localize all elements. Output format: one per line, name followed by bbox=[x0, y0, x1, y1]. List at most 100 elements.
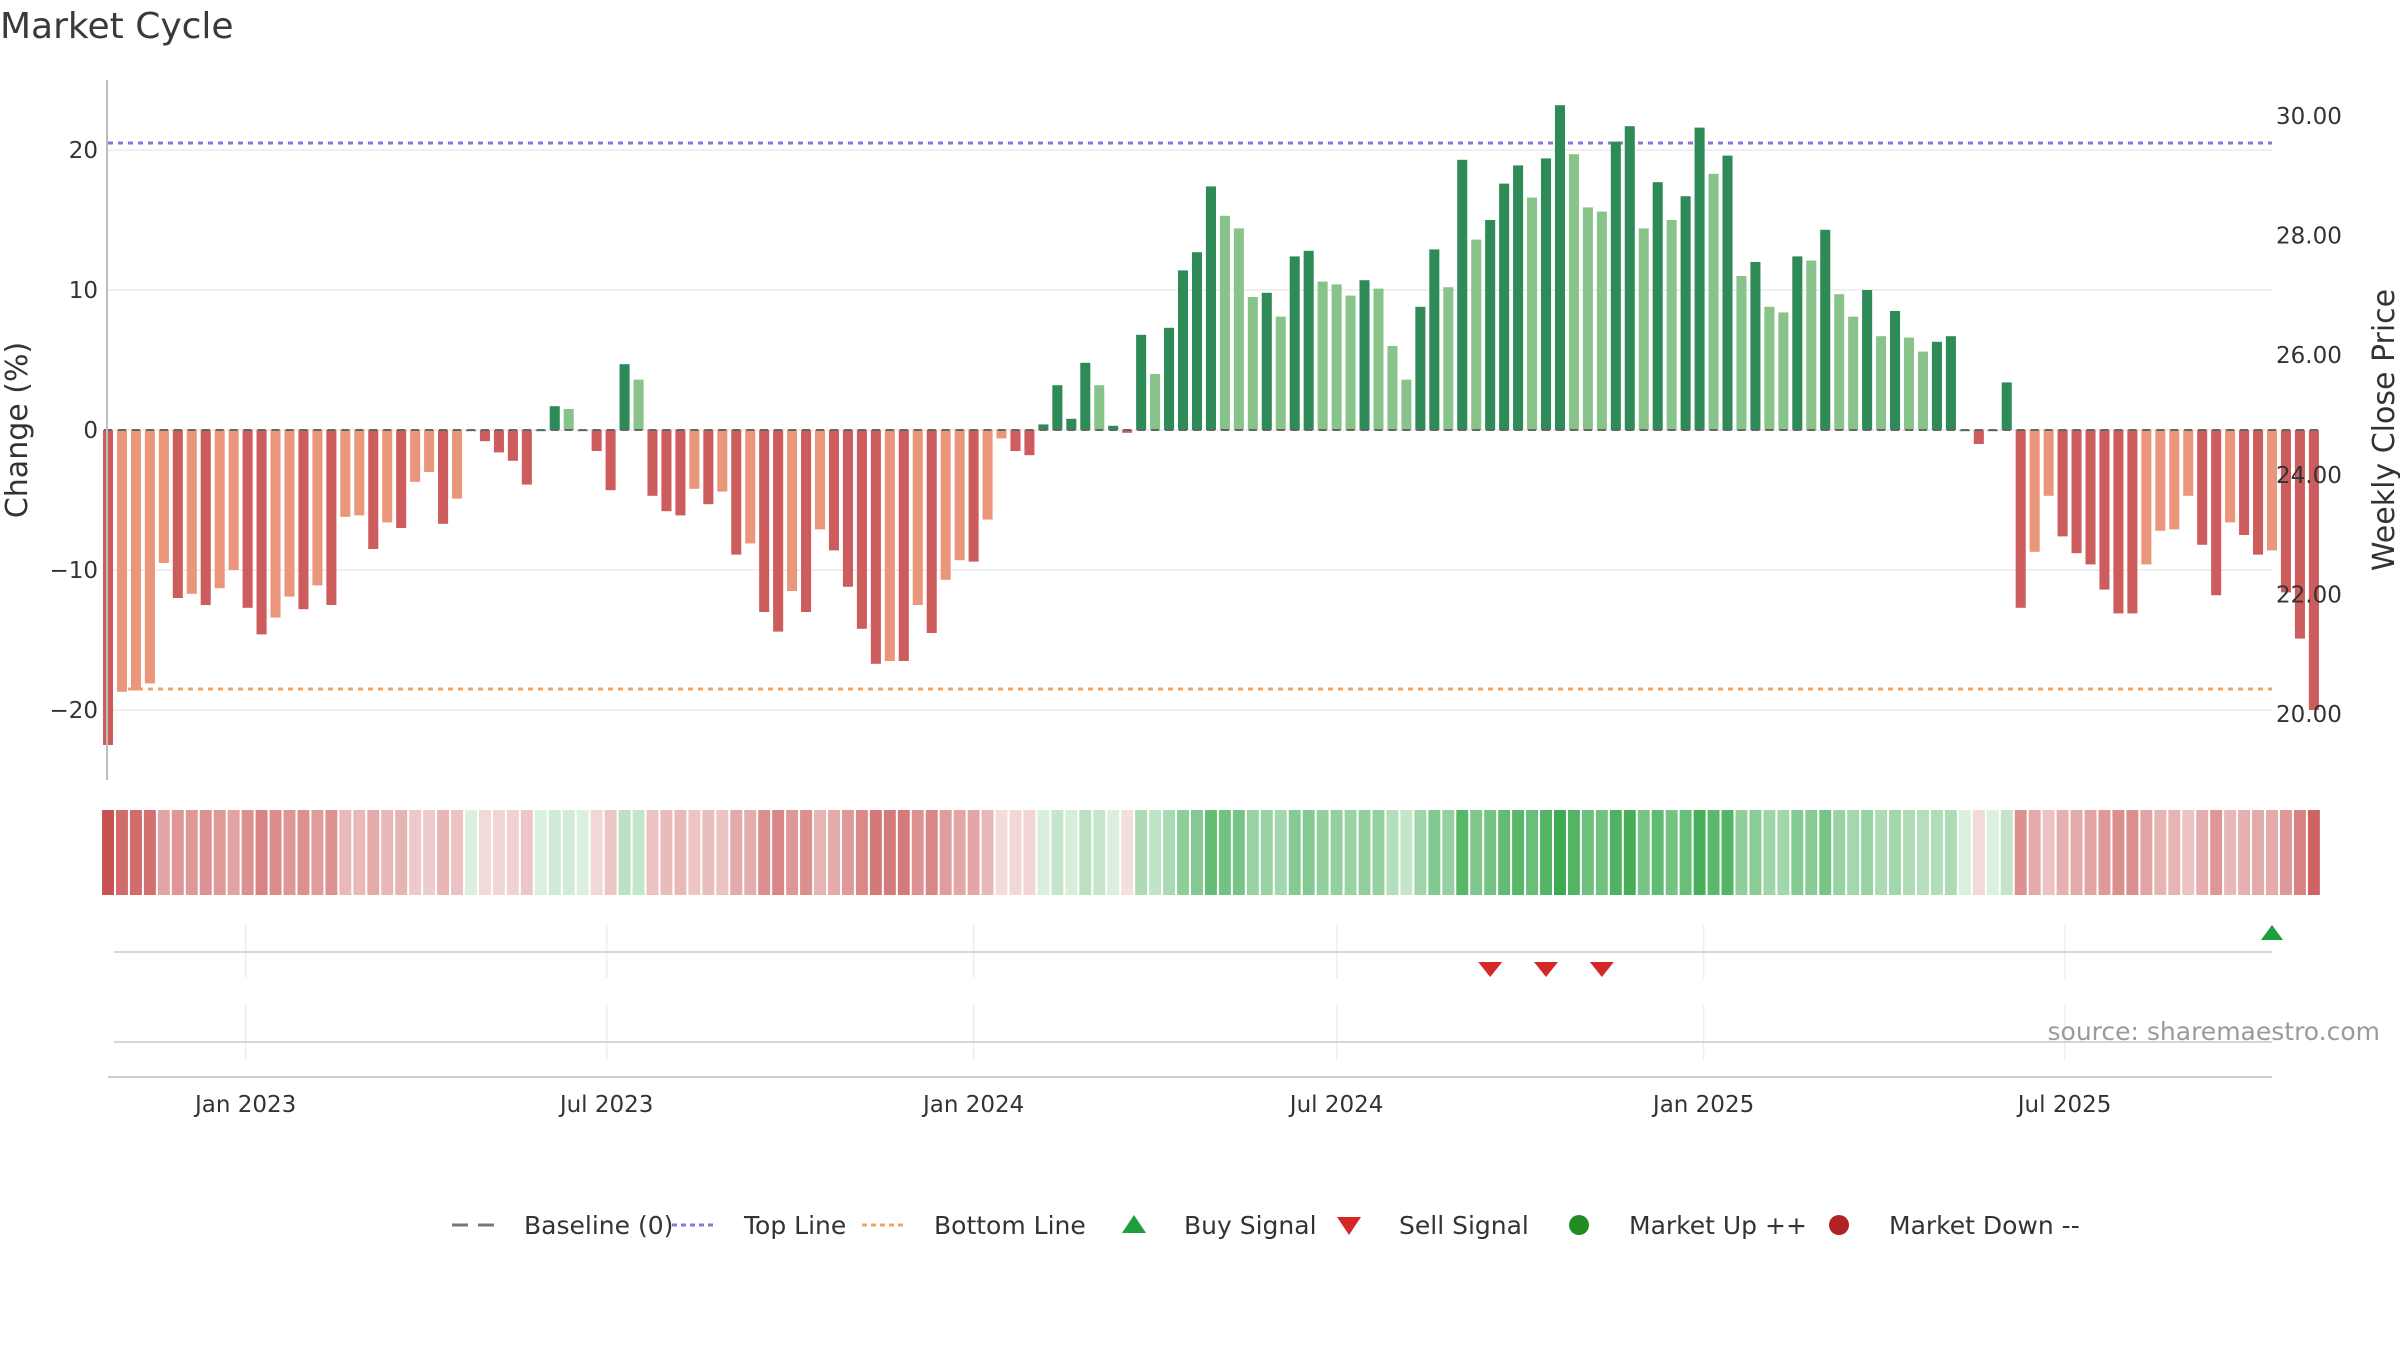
change-bar bbox=[256, 430, 267, 635]
change-bar bbox=[1806, 260, 1817, 430]
change-bar bbox=[1080, 362, 1091, 430]
heat-cell bbox=[981, 810, 994, 895]
change-bar bbox=[1429, 249, 1440, 430]
change-bar bbox=[1164, 327, 1175, 430]
change-bar bbox=[2155, 430, 2166, 531]
change-bar bbox=[354, 430, 365, 516]
change-bar bbox=[2113, 430, 2124, 614]
change-bar bbox=[270, 430, 281, 618]
change-bar bbox=[2197, 430, 2208, 545]
heat-cell bbox=[604, 810, 617, 895]
change-bar bbox=[647, 430, 658, 496]
cycle-heat-strip bbox=[102, 810, 2320, 895]
heat-cell bbox=[506, 810, 519, 895]
change-bar bbox=[884, 430, 895, 661]
y-tick-label: 10 bbox=[69, 278, 98, 304]
heat-cell bbox=[227, 810, 240, 895]
change-bar bbox=[1108, 425, 1119, 430]
legend-item: Sell Signal bbox=[1337, 1211, 1529, 1240]
heat-cell bbox=[1861, 810, 1874, 895]
heat-cell bbox=[897, 810, 910, 895]
heat-cell bbox=[2000, 810, 2013, 895]
heat-cell bbox=[1232, 810, 1245, 895]
change-bar bbox=[2141, 430, 2152, 565]
legend-item: Top Line bbox=[672, 1211, 846, 1240]
heat-cell bbox=[2112, 810, 2125, 895]
change-bar bbox=[2211, 430, 2222, 596]
change-bar bbox=[898, 430, 909, 661]
change-bar bbox=[996, 430, 1007, 439]
heat-cell bbox=[1581, 810, 1594, 895]
heat-cell bbox=[1805, 810, 1818, 895]
heat-cell bbox=[1944, 810, 1957, 895]
change-bar bbox=[1736, 276, 1747, 430]
change-bar bbox=[870, 430, 881, 664]
x-tick-label: Jan 2025 bbox=[1651, 1092, 1754, 1118]
heat-cell bbox=[297, 810, 310, 895]
y-tick-label: 0 bbox=[83, 418, 98, 444]
change-bar bbox=[1638, 228, 1649, 430]
heat-cell bbox=[1177, 810, 1189, 895]
heat-cell bbox=[2126, 810, 2139, 895]
heat-cell bbox=[185, 810, 198, 895]
change-bar bbox=[158, 430, 169, 563]
sell-signal-marker bbox=[1589, 962, 1614, 977]
heat-cell bbox=[1707, 810, 1720, 895]
heat-cell bbox=[311, 810, 324, 895]
heat-cell bbox=[562, 810, 575, 895]
heat-cell bbox=[339, 810, 352, 895]
change-bar bbox=[1359, 280, 1370, 430]
change-bar bbox=[745, 430, 756, 544]
y2-tick-label: 28.00 bbox=[2276, 224, 2342, 250]
heat-cell bbox=[115, 810, 128, 895]
heat-cell bbox=[1316, 810, 1329, 895]
legend-label: Buy Signal bbox=[1184, 1211, 1317, 1240]
legend-swatch bbox=[1337, 1217, 1361, 1235]
change-bar bbox=[1666, 220, 1677, 430]
change-bar bbox=[228, 430, 239, 570]
heat-cell bbox=[1498, 810, 1511, 895]
y2-tick-label: 20.00 bbox=[2276, 702, 2342, 728]
change-bar bbox=[1401, 379, 1412, 430]
change-bar bbox=[1261, 292, 1272, 430]
heat-cell bbox=[1302, 810, 1315, 895]
heat-cell bbox=[632, 810, 645, 895]
legend-label: Bottom Line bbox=[934, 1211, 1086, 1240]
legend-swatch bbox=[1569, 1215, 1589, 1235]
heat-cell bbox=[1958, 810, 1971, 895]
heat-cell bbox=[967, 810, 980, 895]
change-bar bbox=[912, 430, 923, 605]
heat-cell bbox=[1930, 810, 1943, 895]
change-bar bbox=[1792, 256, 1803, 430]
change-bar bbox=[2253, 430, 2264, 555]
heat-cell bbox=[2252, 810, 2265, 895]
axes: 20 10 0 −10 −20 30.00 28.00 26.00 24.00 22.00 20.0… bbox=[49, 80, 2342, 780]
change-bar bbox=[1554, 105, 1566, 430]
heat-cell bbox=[1763, 810, 1776, 895]
change-bar bbox=[2127, 430, 2138, 614]
heat-cell bbox=[437, 810, 450, 895]
change-bar bbox=[2057, 430, 2068, 537]
heat-cell bbox=[325, 810, 338, 895]
change-bar bbox=[1764, 306, 1775, 430]
change-bar bbox=[661, 430, 672, 512]
change-bar bbox=[1694, 127, 1705, 430]
heat-cell bbox=[828, 810, 840, 895]
heat-cell bbox=[1358, 810, 1371, 895]
heat-cell bbox=[171, 810, 184, 895]
change-bar bbox=[926, 430, 937, 633]
heat-cell bbox=[618, 810, 631, 895]
heat-cell bbox=[1637, 810, 1650, 895]
change-bar bbox=[1540, 158, 1552, 430]
heat-cell bbox=[102, 810, 114, 895]
change-bar bbox=[521, 430, 532, 485]
heat-cell bbox=[716, 810, 729, 895]
change-bar bbox=[1275, 316, 1286, 430]
change-bar bbox=[340, 430, 351, 517]
heat-cell bbox=[883, 810, 896, 895]
heat-cell bbox=[1540, 810, 1552, 895]
heat-cell bbox=[939, 810, 952, 895]
heat-cell bbox=[1567, 810, 1580, 895]
change-bar bbox=[130, 430, 141, 691]
heat-cell bbox=[674, 810, 687, 895]
